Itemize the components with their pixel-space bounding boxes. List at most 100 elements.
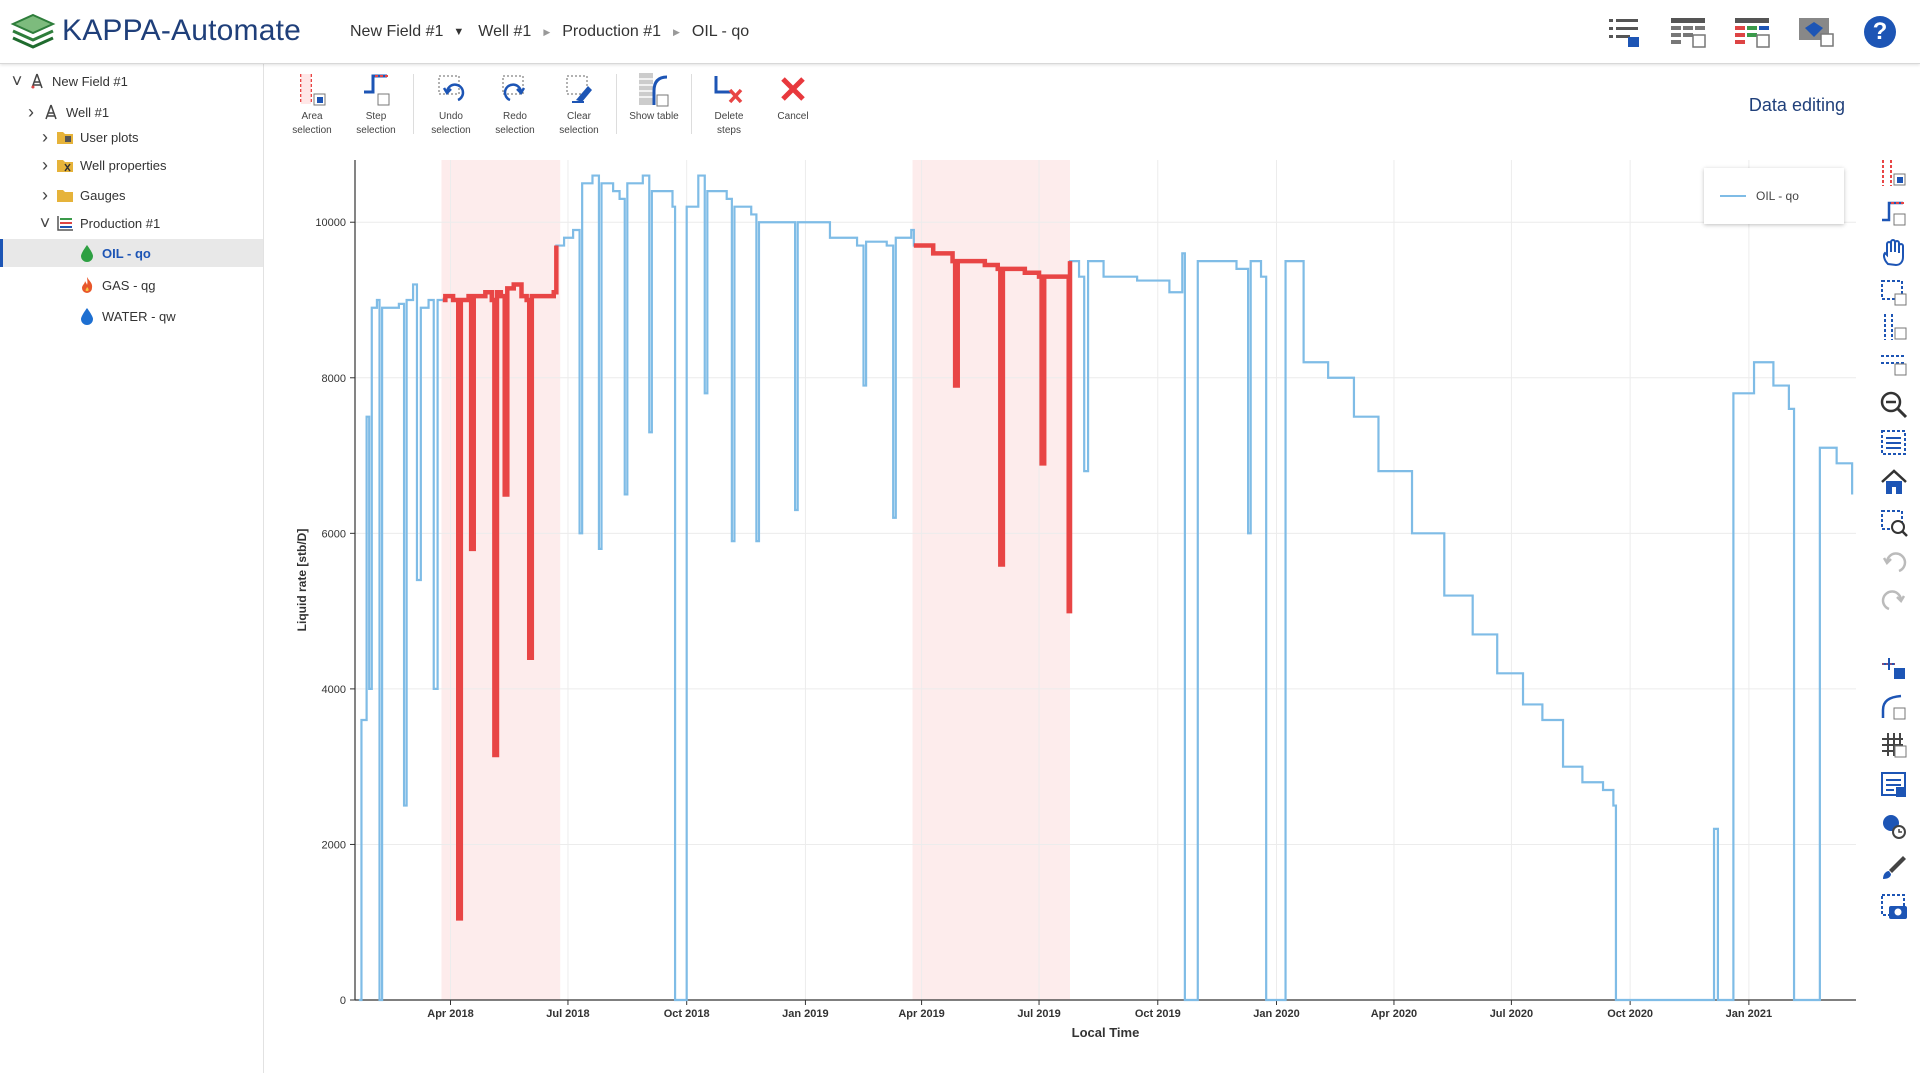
show-table-button[interactable]: Show table: [622, 70, 686, 144]
step-selection-button[interactable]: Step selection: [344, 70, 408, 144]
legend-line-swatch: [1720, 195, 1746, 197]
home-icon[interactable]: [1876, 466, 1912, 500]
delete-steps-icon: [712, 70, 746, 110]
toolbar-separator: [691, 74, 692, 134]
production-chart[interactable]: 0 2000 4000 6000 8000 10000 Apr 2018 Jul 2018 Oc…: [264, 150, 1868, 1073]
tree-item[interactable]: ˅ New Field #1: [0, 67, 263, 95]
chevron-right-icon[interactable]: ›: [42, 154, 48, 175]
chevron-down-icon[interactable]: ˅: [11, 70, 23, 91]
locate-icon[interactable]: [1876, 810, 1912, 844]
tree-item[interactable]: GAS - qg: [0, 271, 263, 299]
tree-item-label: Well properties: [80, 157, 167, 173]
tool-label: Area selection: [292, 111, 332, 136]
brush-icon[interactable]: [1876, 850, 1912, 884]
step-selection-icon[interactable]: [1876, 196, 1912, 230]
y-tick-label: 10000: [315, 217, 346, 229]
tree-item[interactable]: WATER - qw: [0, 302, 263, 330]
x-tick-label: Oct 2020: [1607, 1008, 1653, 1020]
camera-icon[interactable]: [1876, 890, 1912, 924]
x-tick-label: Apr 2019: [898, 1008, 944, 1020]
kappa-logo-icon: [10, 13, 56, 49]
app-header: KAPPA-Automate New Field #1 ▼ Well #1 ▶ Prod…: [0, 0, 1920, 64]
tree-item-label: OIL - qo: [102, 245, 151, 261]
curve-icon[interactable]: [1876, 690, 1912, 724]
chevron-right-icon[interactable]: ›: [28, 101, 34, 122]
tool-label: Redo selection: [495, 111, 535, 136]
redo-selection-button[interactable]: Redo selection: [483, 70, 547, 144]
chevron-right-icon[interactable]: ›: [42, 126, 48, 147]
zoom-out-icon[interactable]: [1876, 388, 1912, 422]
folder-gauges-icon: [56, 186, 74, 204]
series-line-oil[interactable]: [358, 174, 1854, 1002]
tool-label: Clear selection: [559, 111, 599, 136]
x-tick-label: Jul 2019: [1017, 1008, 1060, 1020]
tool-label: Delete steps: [714, 111, 744, 136]
tool-label: Undo selection: [431, 111, 471, 136]
breadcrumb-item[interactable]: New Field #1: [350, 23, 444, 40]
tree-item[interactable]: › Well properties: [0, 151, 263, 179]
grid-icon[interactable]: [1876, 728, 1912, 762]
area-selection-button[interactable]: Area selection: [280, 70, 344, 144]
folder-properties-icon: [56, 156, 74, 174]
mode-title: Data editing: [1748, 95, 1845, 115]
chart-svg[interactable]: 0 2000 4000 6000 8000 10000 Apr 2018 Jul 2018 Oc…: [264, 150, 1868, 1073]
caret-right-icon: ▶: [543, 26, 551, 37]
cancel-button[interactable]: Cancel: [761, 70, 825, 144]
tree-item[interactable]: › Gauges: [0, 181, 263, 209]
selected-segment[interactable]: [913, 243, 1073, 614]
redo-zoom-icon[interactable]: [1876, 582, 1912, 616]
y-axis-label: Liquid rate [stb/D]: [295, 529, 309, 632]
selected-segment[interactable]: [442, 245, 559, 921]
help-icon[interactable]: ?: [1860, 12, 1900, 52]
tree-item[interactable]: OIL - qo: [0, 239, 263, 267]
horizontal-select-icon[interactable]: [1876, 346, 1912, 380]
folder-plots-icon: [56, 128, 74, 146]
tool-label: Cancel: [777, 111, 809, 122]
tree-item-label: New Field #1: [52, 73, 128, 89]
tree-item[interactable]: › Well #1: [0, 98, 263, 126]
x-axis-label: Local Time: [1072, 1025, 1140, 1040]
undo-zoom-icon[interactable]: [1876, 544, 1912, 578]
area-selection-icon[interactable]: [1876, 156, 1912, 190]
well-rig-icon: [42, 103, 60, 121]
delete-steps-button[interactable]: Delete steps: [697, 70, 761, 144]
tree-item-label: User plots: [80, 129, 139, 145]
x-tick-label: Oct 2018: [664, 1008, 710, 1020]
x-tick-label: Apr 2018: [427, 1008, 473, 1020]
water-drop-icon: [78, 307, 96, 325]
add-point-icon[interactable]: [1876, 650, 1912, 684]
breadcrumb: New Field #1 ▼ Well #1 ▶ Production #1 ▶ OIL -…: [350, 23, 749, 41]
vertical-select-icon[interactable]: [1876, 310, 1912, 344]
pan-hand-icon[interactable]: [1876, 236, 1912, 270]
clear-selection-button[interactable]: Clear selection: [547, 70, 611, 144]
chevron-down-icon[interactable]: ˅: [39, 212, 51, 233]
chevron-right-icon[interactable]: ›: [42, 184, 48, 205]
y-tick-label: 8000: [322, 373, 346, 385]
undo-selection-button[interactable]: Undo selection: [419, 70, 483, 144]
caret-down-icon[interactable]: ▼: [453, 26, 465, 38]
tree-item[interactable]: › User plots: [0, 123, 263, 151]
y-tick-label: 4000: [322, 684, 346, 696]
monitor-diamond-icon[interactable]: [1796, 12, 1836, 52]
breadcrumb-item[interactable]: OIL - qo: [691, 23, 750, 40]
field-rig-icon: [28, 72, 46, 90]
colored-table-icon[interactable]: [1732, 12, 1772, 52]
breadcrumb-item[interactable]: Production #1: [562, 23, 661, 40]
help-button[interactable]: ?: [1864, 16, 1896, 48]
toolbar-separator: [413, 74, 414, 134]
table-view-icon[interactable]: [1668, 12, 1708, 52]
app-title: KAPPA-Automate: [62, 14, 302, 47]
breadcrumb-item[interactable]: Well #1: [478, 23, 532, 40]
editing-toolbar: Area selection Step selection Undo selecti…: [280, 70, 825, 144]
chart-tools-rail: [1868, 150, 1920, 1073]
zoom-box-icon[interactable]: [1876, 426, 1912, 460]
gas-flame-icon: [78, 276, 96, 294]
tree-item[interactable]: ˅ Production #1: [0, 209, 263, 237]
zoom-chart-icon[interactable]: [1876, 506, 1912, 540]
box-select-icon[interactable]: [1876, 276, 1912, 310]
oil-drop-icon: [78, 244, 96, 262]
caret-right-icon: ▶: [672, 26, 680, 37]
legend-icon[interactable]: [1876, 768, 1912, 802]
chart-legend[interactable]: OIL - qo: [1704, 168, 1844, 224]
list-view-icon[interactable]: [1604, 12, 1644, 52]
